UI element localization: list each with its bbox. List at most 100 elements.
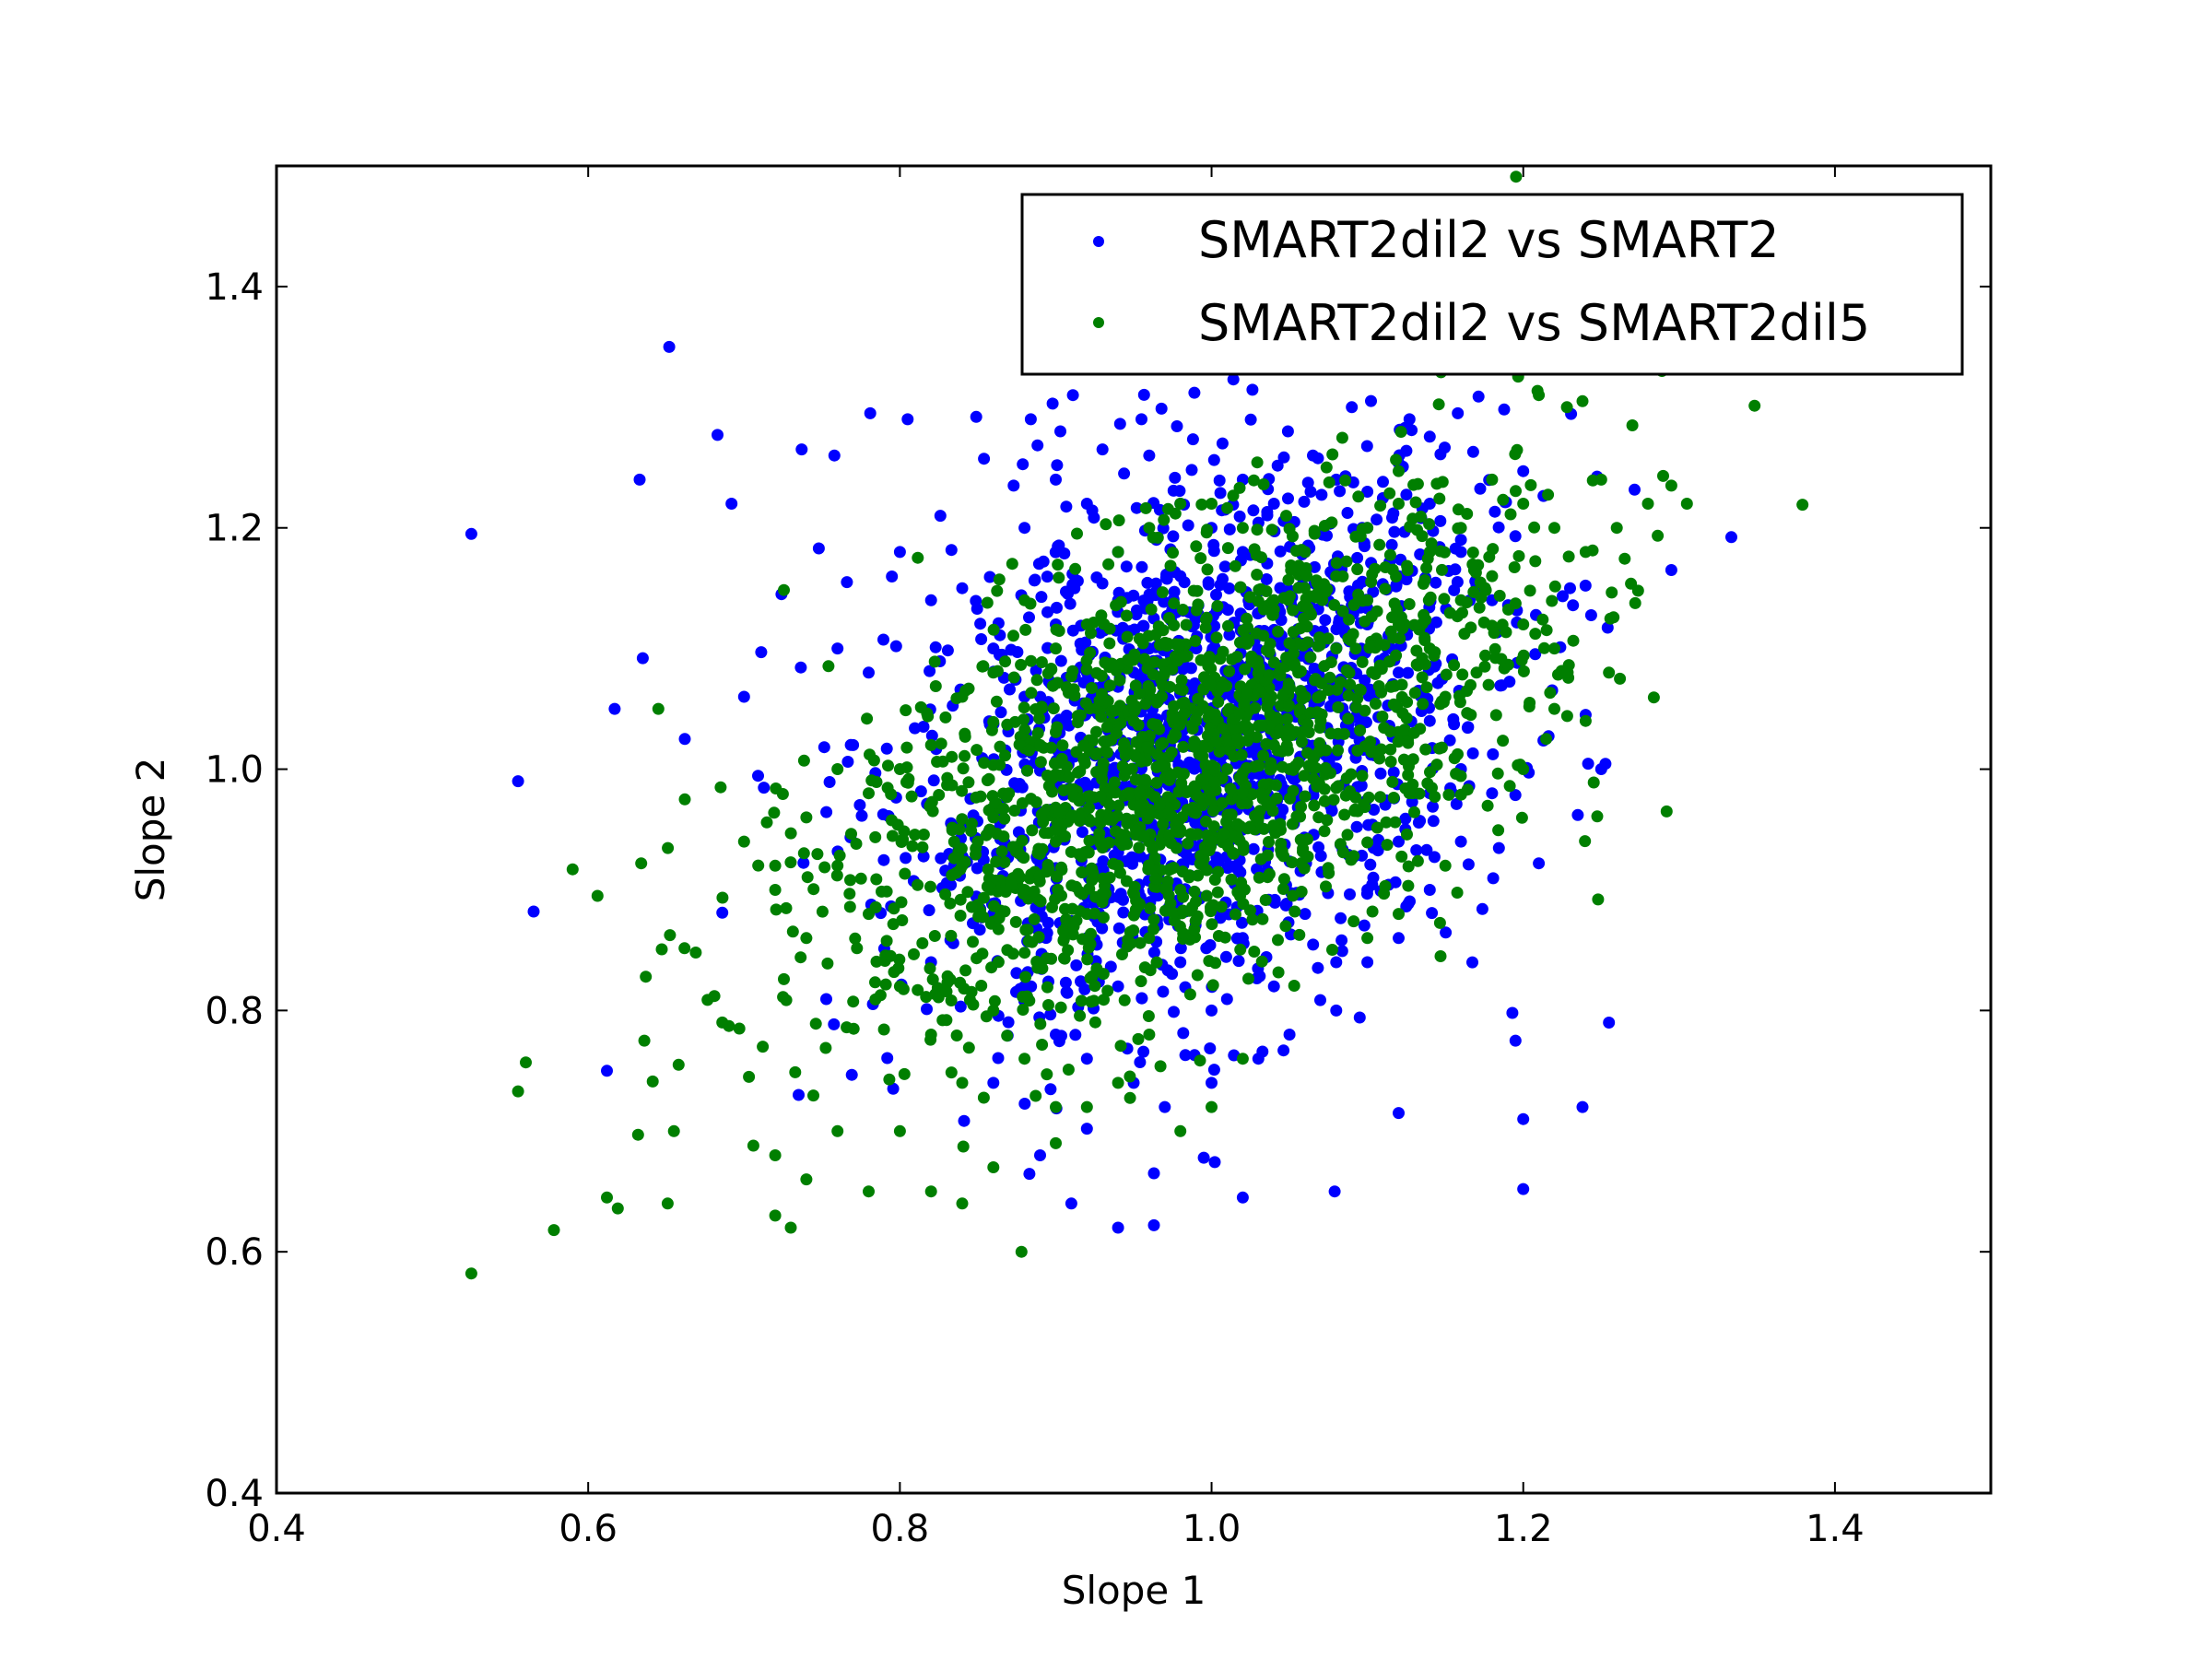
data-point <box>1122 653 1135 666</box>
data-point <box>1078 982 1091 995</box>
data-point <box>1086 862 1098 875</box>
data-point <box>1356 770 1369 782</box>
data-point <box>1285 564 1298 577</box>
data-point <box>1582 758 1594 771</box>
data-point <box>831 642 844 655</box>
data-point <box>1124 1070 1136 1083</box>
data-point <box>1517 498 1530 510</box>
data-point <box>1652 529 1665 542</box>
data-point <box>1394 426 1407 438</box>
data-point <box>1301 833 1313 845</box>
data-point <box>1299 690 1312 703</box>
data-point <box>1109 704 1122 717</box>
data-point <box>1361 884 1374 896</box>
data-point <box>844 874 856 887</box>
data-point <box>1356 655 1369 668</box>
data-point <box>1010 967 1023 980</box>
data-point <box>1367 585 1380 598</box>
data-point <box>1124 1091 1136 1104</box>
data-point <box>1440 926 1453 939</box>
data-point <box>1200 864 1213 877</box>
data-point <box>1147 923 1159 935</box>
data-point <box>1433 492 1446 505</box>
data-point <box>1296 735 1308 748</box>
data-point <box>1015 1245 1028 1258</box>
data-point <box>1248 946 1261 958</box>
data-point <box>1257 822 1270 835</box>
data-point <box>1046 900 1058 913</box>
data-point <box>1073 794 1086 807</box>
data-point <box>1380 816 1393 829</box>
data-point <box>1312 746 1325 758</box>
data-point <box>1354 724 1367 736</box>
data-point <box>1215 681 1228 694</box>
data-point <box>1030 955 1043 968</box>
data-point <box>1665 479 1677 492</box>
data-point <box>929 641 942 653</box>
data-point <box>1041 571 1053 583</box>
data-point <box>945 994 958 1006</box>
data-point <box>1274 545 1287 558</box>
data-point <box>947 835 960 848</box>
data-point <box>769 884 782 896</box>
data-point <box>1017 1004 1030 1016</box>
data-point <box>1209 735 1222 748</box>
data-point <box>1244 904 1256 917</box>
data-point <box>1062 587 1074 600</box>
data-point <box>1326 944 1338 956</box>
data-point <box>1170 729 1182 741</box>
data-point <box>1416 671 1429 684</box>
data-point <box>801 871 814 884</box>
data-point <box>1487 747 1500 760</box>
data-point <box>1466 547 1479 559</box>
data-point <box>1584 609 1597 621</box>
data-point <box>975 633 988 645</box>
data-point <box>1452 406 1465 419</box>
data-point <box>1418 574 1431 586</box>
data-point <box>1194 552 1207 565</box>
data-point <box>1325 516 1338 529</box>
data-point <box>1041 1068 1053 1081</box>
data-point <box>944 897 957 910</box>
data-point <box>1138 653 1151 665</box>
x-tick-label: 0.4 <box>247 1508 306 1550</box>
data-point <box>1393 666 1405 679</box>
data-point <box>1567 634 1580 647</box>
data-point <box>987 715 1000 728</box>
data-point <box>1113 418 1126 430</box>
data-point <box>1007 671 1020 684</box>
data-point <box>1103 836 1115 849</box>
data-point <box>1454 522 1467 535</box>
data-point <box>1216 796 1229 809</box>
data-point <box>1298 495 1311 508</box>
data-point <box>975 980 988 992</box>
data-point <box>1231 733 1244 746</box>
data-point <box>1387 766 1400 779</box>
data-point <box>956 813 969 826</box>
data-point <box>1261 506 1274 518</box>
data-point <box>950 1030 963 1041</box>
data-point <box>1112 922 1125 935</box>
data-point <box>841 576 853 589</box>
data-point <box>1361 522 1374 535</box>
data-point <box>1125 694 1138 707</box>
data-point <box>1381 839 1394 852</box>
data-point <box>927 774 940 787</box>
data-point <box>1461 783 1474 796</box>
data-point <box>1190 604 1203 617</box>
data-point <box>1321 529 1333 542</box>
data-point <box>1189 914 1202 927</box>
data-point <box>1401 559 1414 572</box>
data-point <box>1472 390 1485 403</box>
data-point <box>1254 787 1267 800</box>
data-point <box>1341 507 1354 519</box>
data-point <box>1135 975 1147 988</box>
data-point <box>1423 430 1436 443</box>
data-point <box>1660 805 1673 818</box>
data-point <box>1118 834 1131 847</box>
data-point <box>1476 902 1488 915</box>
data-point <box>1147 668 1159 681</box>
x-tick-label: 1.2 <box>1494 1508 1553 1550</box>
data-point <box>1368 804 1381 816</box>
data-point <box>1324 727 1337 740</box>
